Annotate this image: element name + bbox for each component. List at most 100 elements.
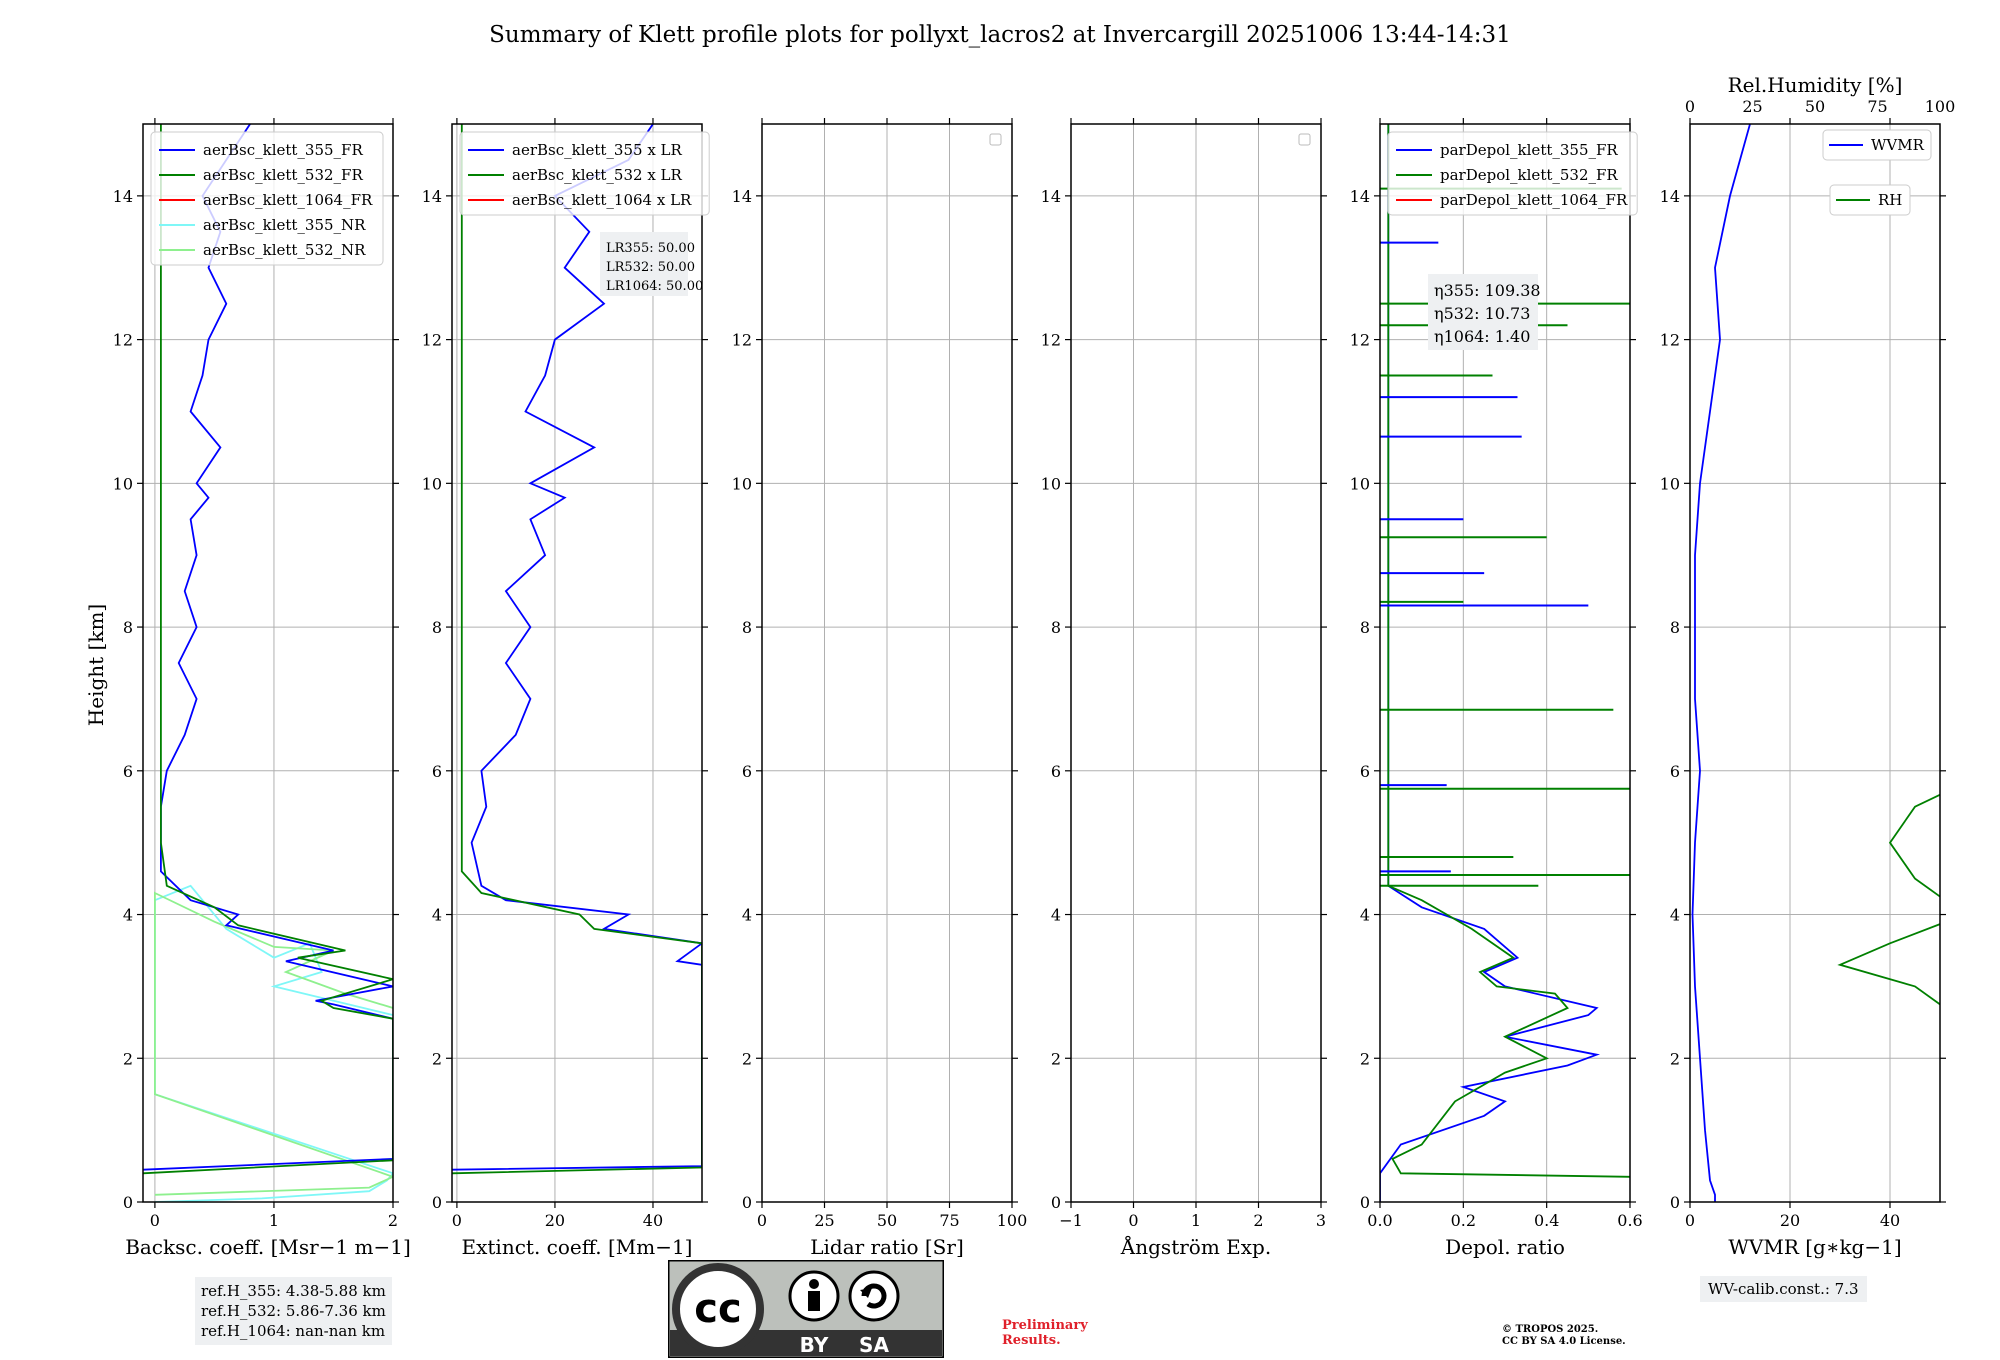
y-axis-label: Height [km]: [84, 604, 108, 726]
y-tick-label: 0: [1051, 1193, 1061, 1212]
y-tick-label: 10: [1660, 474, 1680, 493]
cc-license-badge: cc BY SA: [668, 1260, 944, 1358]
y-tick-label: 12: [732, 331, 752, 350]
top-x-tick-label: 50: [1805, 97, 1825, 116]
ref-height-532: ref.H_532: 5.86-7.36 km: [201, 1302, 386, 1320]
empty-legend-box: [989, 133, 1002, 146]
axes-frame: [142, 123, 394, 1203]
series-aerBsc_klett_532_FR: [143, 124, 393, 1175]
x-tick-label: 25: [814, 1211, 834, 1230]
x-tick-label: 100: [997, 1211, 1028, 1230]
x-tick-label: 0.6: [1617, 1211, 1642, 1230]
lidar-ratio-text: LR532: 50.00: [606, 260, 695, 275]
y-tick-label: 8: [1051, 618, 1061, 637]
y-tick-label: 12: [1660, 331, 1680, 350]
legend-entry: parDepol_klett_532_FR: [1440, 166, 1618, 184]
lidar-ratio-annotation: LR355: 50.00 LR532: 50.00 LR1064: 50.00: [600, 232, 703, 296]
top-x-tick-label: 75: [1867, 97, 1887, 116]
cc-logo-icon: [672, 1263, 764, 1355]
x-tick-label: 0: [150, 1211, 160, 1230]
x-axis-label: Ångström Exp.: [1120, 1234, 1271, 1259]
series-aerBsc_klett_355_FR: [143, 124, 393, 1171]
x-tick-label: 20: [1780, 1211, 1800, 1230]
legend-entry: aerBsc_klett_1064_FR: [203, 191, 373, 209]
y-tick-label: 2: [1051, 1049, 1061, 1068]
y-tick-label: 6: [1670, 762, 1680, 781]
y-tick-label: 6: [432, 762, 442, 781]
top-x-tick-label: 0: [1685, 97, 1695, 116]
copyright-note: © TROPOS 2025. CC BY SA 4.0 License.: [1502, 1324, 1626, 1348]
y-tick-label: 12: [422, 331, 442, 350]
legend-entry: RH: [1878, 191, 1902, 209]
copyright-line-2: CC BY SA 4.0 License.: [1502, 1336, 1626, 1347]
y-tick-label: 0: [123, 1193, 133, 1212]
legend-entry: aerBsc_klett_355_FR: [203, 141, 363, 159]
panel-wvmr: 0 20 40 0 2 4 6 8 10 12 14 WVMR [g∗kg−1] 0 25 50 75 100 R…: [1660, 73, 1956, 1259]
legend-entry: parDepol_klett_355_FR: [1440, 141, 1618, 159]
panel-lidar_ratio: 0 25 50 75 100 0 2 4 6 8 10 12 14 Lidar ratio [Sr]: [732, 118, 1028, 1259]
legend: aerBsc_klett_355_FR aerBsc_klett_532_FRae…: [150, 131, 384, 266]
y-tick-label: 12: [113, 331, 133, 350]
y-tick-label: 4: [742, 906, 752, 925]
preliminary-results-note: Preliminary Results.: [1002, 1318, 1088, 1348]
x-tick-label: 3: [1316, 1211, 1326, 1230]
legend-entry: aerBsc_klett_532 x LR: [512, 166, 683, 184]
axes-frame: [451, 123, 703, 1203]
preliminary-line-2: Results.: [1002, 1333, 1061, 1348]
x-tick-label: 40: [1880, 1211, 1900, 1230]
legend-entry: aerBsc_klett_355_NR: [203, 216, 366, 234]
eta-text: η532: 10.73: [1434, 304, 1530, 323]
x-tick-label: 0.4: [1534, 1211, 1559, 1230]
y-tick-label: 2: [432, 1049, 442, 1068]
series-aerBsc_klett_532_NR: [153, 891, 393, 1196]
panel-depol: 0.0 0.2 0.4 0.6 0 2 4 6 8 10 12 14 Depol. ratio parDe…: [1350, 118, 1643, 1259]
y-tick-label: 4: [123, 906, 133, 925]
y-tick-label: 8: [742, 618, 752, 637]
legend-entry: aerBsc_klett_532_FR: [203, 166, 363, 184]
y-tick-label: 0: [1670, 1193, 1680, 1212]
x-tick-label: 0.0: [1367, 1211, 1392, 1230]
cc-text: cc: [694, 1286, 741, 1332]
eta-annotation: η355: 109.38 η532: 10.73 η1064: 1.40: [1428, 274, 1541, 350]
sa-label: SA: [859, 1333, 889, 1357]
legend-entry: WVMR: [1871, 136, 1925, 154]
x-tick-label: 2: [1253, 1211, 1263, 1230]
x-tick-label: −1: [1059, 1211, 1083, 1230]
y-tick-label: 2: [123, 1049, 133, 1068]
x-tick-label: 20: [545, 1211, 565, 1230]
y-tick-label: 10: [1350, 474, 1370, 493]
x-axis-label: Lidar ratio [Sr]: [810, 1235, 964, 1259]
y-tick-label: 0: [432, 1193, 442, 1212]
figure-title: Summary of Klett profile plots for polly…: [489, 22, 1511, 48]
x-tick-label: 0: [1128, 1211, 1138, 1230]
y-tick-label: 10: [1041, 474, 1061, 493]
y-tick-label: 8: [1670, 618, 1680, 637]
legend-entry: aerBsc_klett_532_NR: [203, 241, 366, 259]
x-tick-label: 0: [1685, 1211, 1695, 1230]
y-tick-label: 0: [742, 1193, 752, 1212]
y-tick-label: 10: [113, 474, 133, 493]
series-aerBsc_klett_532 x LR: [452, 124, 702, 1175]
y-tick-label: 2: [742, 1049, 752, 1068]
y-tick-label: 14: [113, 187, 133, 206]
x-tick-label: 40: [643, 1211, 663, 1230]
legend-entry: parDepol_klett_1064_FR: [1440, 191, 1628, 209]
legend: WVMR RH: [1822, 129, 1932, 216]
y-tick-label: 4: [432, 906, 442, 925]
y-tick-label: 2: [1360, 1049, 1370, 1068]
legend: aerBsc_klett_355 x LR aerBsc_klett_532 x …: [459, 131, 710, 216]
y-tick-label: 14: [1041, 187, 1061, 206]
series-RH: [1837, 793, 1940, 1006]
series-parDepol_klett_532_FR: [1387, 124, 1630, 1178]
by-label: BY: [800, 1333, 829, 1357]
x-axis-label: Extinct. coeff. [Mm−1]: [462, 1235, 693, 1259]
wv-calibration-box: WV-calib.const.: 7.3: [1700, 1276, 1867, 1302]
x-tick-label: 75: [939, 1211, 959, 1230]
x-tick-label: 0.2: [1451, 1211, 1476, 1230]
y-tick-label: 4: [1360, 906, 1370, 925]
x-tick-label: 1: [269, 1211, 279, 1230]
axes-frame: [1379, 123, 1631, 1203]
y-tick-label: 0: [1360, 1193, 1370, 1212]
copyright-line-1: © TROPOS 2025.: [1502, 1324, 1599, 1335]
